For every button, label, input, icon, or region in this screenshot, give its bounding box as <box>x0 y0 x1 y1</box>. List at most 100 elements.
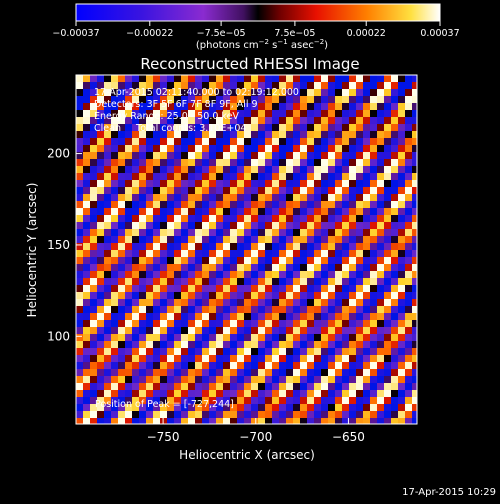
heatmap-cell <box>265 313 273 321</box>
heatmap-cell <box>279 341 287 349</box>
heatmap-cell <box>328 362 336 370</box>
heatmap-cell <box>181 145 189 153</box>
heatmap-cell <box>377 292 385 300</box>
heatmap-cell <box>321 362 329 370</box>
heatmap-cell <box>370 355 378 363</box>
heatmap-cell <box>153 131 161 139</box>
heatmap-cell <box>230 327 238 335</box>
heatmap-cell <box>272 180 280 188</box>
heatmap-cell <box>328 110 336 118</box>
heatmap-cell <box>335 390 343 398</box>
heatmap-cell <box>321 180 329 188</box>
heatmap-cell <box>258 362 266 370</box>
heatmap-cell <box>321 264 329 272</box>
heatmap-cell <box>90 271 98 279</box>
heatmap-cell <box>307 397 315 405</box>
heatmap-cell <box>384 313 392 321</box>
heatmap-cell <box>370 341 378 349</box>
heatmap-cell <box>307 89 315 97</box>
heatmap-cell <box>223 152 231 160</box>
heatmap-cell <box>146 208 154 216</box>
heatmap-cell <box>293 208 301 216</box>
heatmap-cell <box>104 292 112 300</box>
heatmap-cell <box>244 75 252 83</box>
heatmap-cell <box>139 313 147 321</box>
heatmap-cell <box>244 334 252 342</box>
heatmap-cell <box>258 131 266 139</box>
heatmap-cell <box>125 257 133 265</box>
heatmap-cell <box>258 138 266 146</box>
x-tick-label: −650 <box>332 430 365 444</box>
heatmap-cell <box>195 117 203 125</box>
heatmap-cell <box>307 278 315 286</box>
heatmap-cell <box>335 397 343 405</box>
heatmap-cell <box>209 397 217 405</box>
heatmap-cell <box>237 411 245 419</box>
heatmap-cell <box>230 131 238 139</box>
heatmap-cell <box>335 131 343 139</box>
heatmap-cell <box>146 89 154 97</box>
heatmap-cell <box>356 369 364 377</box>
heatmap-cell <box>244 117 252 125</box>
heatmap-cell <box>272 341 280 349</box>
heatmap-cell <box>265 208 273 216</box>
heatmap-cell <box>118 355 126 363</box>
heatmap-cell <box>405 110 413 118</box>
heatmap-cell <box>370 110 378 118</box>
heatmap-cell <box>363 348 371 356</box>
heatmap-cell <box>139 320 147 328</box>
heatmap-cell <box>195 110 203 118</box>
heatmap-cell <box>146 404 154 412</box>
heatmap-cell <box>118 271 126 279</box>
heatmap-cell <box>307 103 315 111</box>
heatmap-cell <box>118 215 126 223</box>
heatmap-cell <box>258 341 266 349</box>
heatmap-cell <box>377 411 385 419</box>
heatmap-cell <box>111 208 119 216</box>
heatmap-cell <box>216 271 224 279</box>
heatmap-cell <box>167 369 175 377</box>
heatmap-cell <box>321 411 329 419</box>
heatmap-cell <box>83 397 91 405</box>
heatmap-cell <box>237 89 245 97</box>
x-tick-label: −750 <box>147 430 180 444</box>
heatmap-cell <box>223 103 231 111</box>
heatmap-cell <box>370 194 378 202</box>
heatmap-cell <box>328 334 336 342</box>
heatmap-cell <box>279 152 287 160</box>
heatmap-cell <box>384 166 392 174</box>
heatmap-cell <box>405 103 413 111</box>
heatmap-cell <box>335 376 343 384</box>
heatmap-cell <box>125 341 133 349</box>
heatmap-cell <box>342 110 350 118</box>
heatmap-cell <box>216 117 224 125</box>
heatmap-cell <box>391 96 399 104</box>
heatmap-cell <box>97 285 105 293</box>
heatmap-cell <box>272 299 280 307</box>
heatmap-cell <box>132 285 140 293</box>
heatmap-cell <box>314 390 322 398</box>
heatmap-cell <box>307 383 315 391</box>
heatmap-cell <box>209 292 217 300</box>
heatmap-cell <box>132 341 140 349</box>
heatmap-cell <box>300 236 308 244</box>
heatmap-cell <box>412 257 417 265</box>
heatmap-cell <box>244 138 252 146</box>
heatmap-cell <box>370 348 378 356</box>
heatmap-cell <box>307 299 315 307</box>
heatmap-cell <box>356 131 364 139</box>
heatmap-cell <box>216 369 224 377</box>
heatmap-cell <box>216 362 224 370</box>
heatmap-cell <box>370 166 378 174</box>
heatmap-cell <box>230 355 238 363</box>
heatmap-cell <box>377 201 385 209</box>
heatmap-cell <box>167 215 175 223</box>
heatmap-cell <box>202 166 210 174</box>
heatmap-cell <box>251 341 259 349</box>
heatmap-cell <box>286 299 294 307</box>
heatmap-cell <box>412 145 417 153</box>
heatmap-cell <box>328 299 336 307</box>
heatmap-cell <box>412 271 417 279</box>
heatmap-cell <box>118 334 126 342</box>
heatmap-cell <box>405 117 413 125</box>
